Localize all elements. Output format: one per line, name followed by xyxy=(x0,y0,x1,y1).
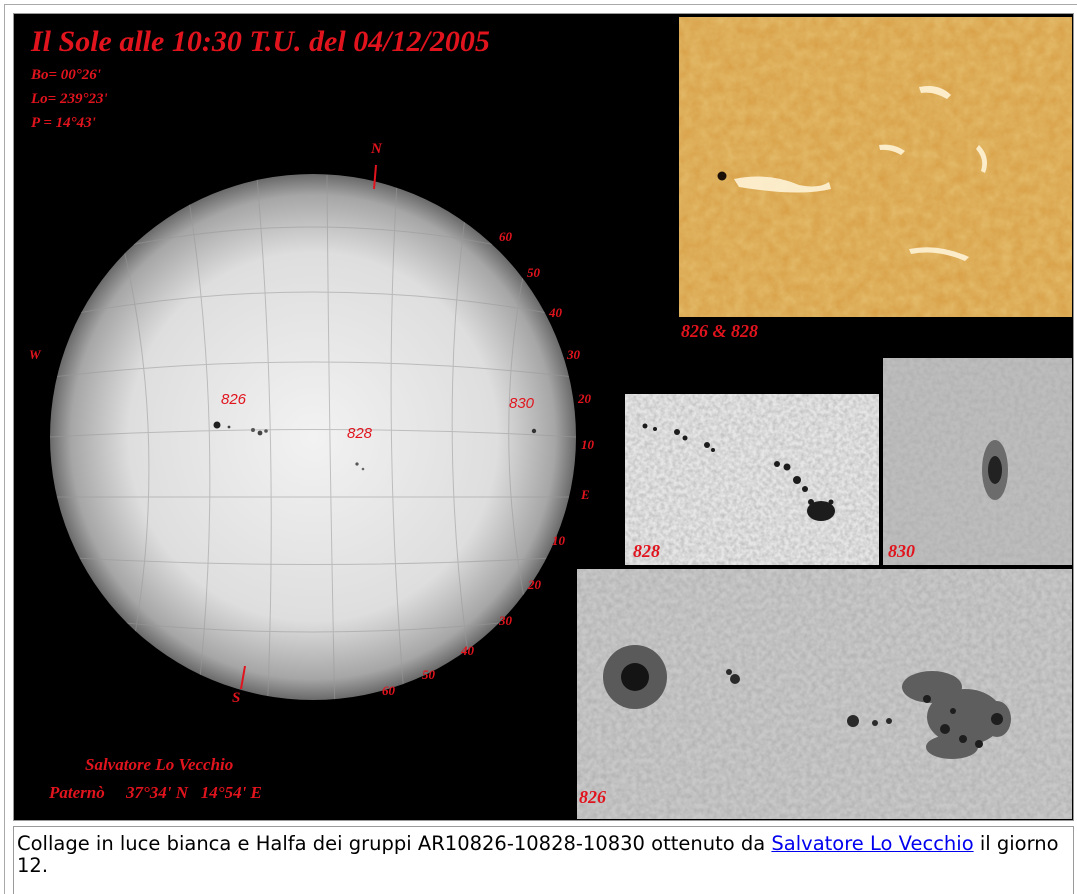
halpha-label: 826 & 828 xyxy=(681,321,759,341)
caption-text-before: Collage in luce bianca e Halfa dei grupp… xyxy=(17,832,772,855)
compass-south: S xyxy=(232,690,241,706)
scale-upper-60: 60 xyxy=(499,229,512,244)
compass-east: E xyxy=(581,487,590,502)
scale-lower-10: 10 xyxy=(552,533,565,548)
sun-collage-image: Il Sole alle 10:30 T.U. del 04/12/2005 B… xyxy=(17,17,1072,819)
panel-828 xyxy=(625,394,879,565)
param-lo: Lo= 239°23' xyxy=(31,91,108,107)
sunspots-on-disk xyxy=(213,421,537,471)
collage-title: Il Sole alle 10:30 T.U. del 04/12/2005 xyxy=(31,25,490,58)
caption-text-after: il giorno 12. xyxy=(17,832,1059,877)
credit-location: Paternò 37°34' N 14°54' E xyxy=(49,783,262,802)
param-bo: Bo= 00°26' xyxy=(31,67,101,83)
disk-label-830: 830 xyxy=(509,395,535,412)
param-p: P = 14°43' xyxy=(31,115,96,131)
disk-label-826: 826 xyxy=(221,391,247,408)
table-frame xyxy=(4,4,1077,894)
scale-lower-50: 50 xyxy=(422,667,435,682)
panel-828-label: 828 xyxy=(633,541,660,561)
coordinate-grid xyxy=(50,174,576,700)
image-cell: Il Sole alle 10:30 T.U. del 04/12/2005 B… xyxy=(13,13,1074,821)
image-caption: Collage in luce bianca e Halfa dei grupp… xyxy=(17,833,1067,877)
scale-upper-30: 30 xyxy=(567,347,580,362)
scale-lower-30: 30 xyxy=(499,613,512,628)
compass-north: N xyxy=(371,141,382,157)
panel-826-label: 826 xyxy=(579,787,606,807)
credit-author: Salvatore Lo Vecchio xyxy=(85,755,234,774)
panel-830-label: 830 xyxy=(888,541,915,561)
disk-label-828: 828 xyxy=(347,425,373,442)
author-link[interactable]: Salvatore Lo Vecchio xyxy=(771,832,974,855)
scale-lower-60: 60 xyxy=(382,683,395,698)
scale-upper-10: 10 xyxy=(581,437,594,452)
scale-lower-20: 20 xyxy=(528,577,541,592)
panel-830 xyxy=(883,358,1072,565)
panel-826 xyxy=(577,569,1072,819)
scale-ticks xyxy=(240,164,377,690)
scale-upper-50: 50 xyxy=(527,265,540,280)
halpha-panel xyxy=(679,17,1072,317)
compass-west: W xyxy=(29,347,41,362)
full-disk-sun xyxy=(50,164,576,700)
scale-upper-20: 20 xyxy=(578,391,591,406)
solar-disk xyxy=(50,174,576,700)
caption-cell: Collage in luce bianca e Halfa dei grupp… xyxy=(13,826,1074,894)
scale-lower-40: 40 xyxy=(461,643,474,658)
scale-upper-40: 40 xyxy=(549,305,562,320)
